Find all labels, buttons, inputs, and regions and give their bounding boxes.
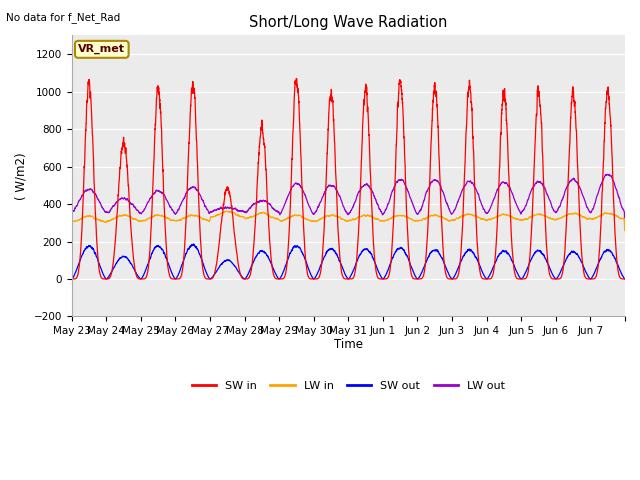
SW out [527,256,535,262]
SW out [500,249,508,255]
Line: SW out: SW out [72,244,625,279]
SW out [182,251,190,256]
SW in [399,99,406,105]
LW in [222,208,230,214]
Text: VR_met: VR_met [78,44,125,54]
Legend: SW in, LW in, SW out, LW out: SW in, LW in, SW out, LW out [188,376,509,395]
LW in [621,228,629,233]
SW out [399,246,406,252]
SW in [527,230,535,236]
SW out [621,276,629,282]
LW in [500,212,508,217]
SW out [190,241,198,247]
LW out [527,188,535,193]
Line: LW in: LW in [72,211,625,230]
Title: Short/Long Wave Radiation: Short/Long Wave Radiation [249,15,447,30]
LW in [68,219,76,225]
LW out [604,171,611,177]
LW in [542,213,550,218]
LW out [541,187,549,192]
LW out [68,209,76,215]
SW in [621,276,629,282]
Text: No data for f_Net_Rad: No data for f_Net_Rad [6,12,121,23]
SW out [369,255,377,261]
LW in [527,214,535,219]
LW out [182,190,190,196]
SW in [292,75,300,81]
LW in [182,214,190,220]
SW in [500,87,508,93]
LW out [369,189,376,195]
LW out [399,178,406,183]
SW in [542,225,550,231]
LW out [500,180,508,186]
LW out [621,223,629,228]
LW in [621,228,628,233]
LW in [399,212,406,218]
LW in [369,215,377,220]
LW out [621,223,628,228]
SW in [182,209,190,215]
SW out [542,256,550,262]
SW out [68,276,76,282]
Y-axis label: ( W/m2): ( W/m2) [15,152,28,200]
Line: SW in: SW in [72,78,625,279]
SW in [369,228,377,234]
Line: LW out: LW out [72,174,625,226]
SW in [68,276,76,282]
X-axis label: Time: Time [334,337,363,350]
